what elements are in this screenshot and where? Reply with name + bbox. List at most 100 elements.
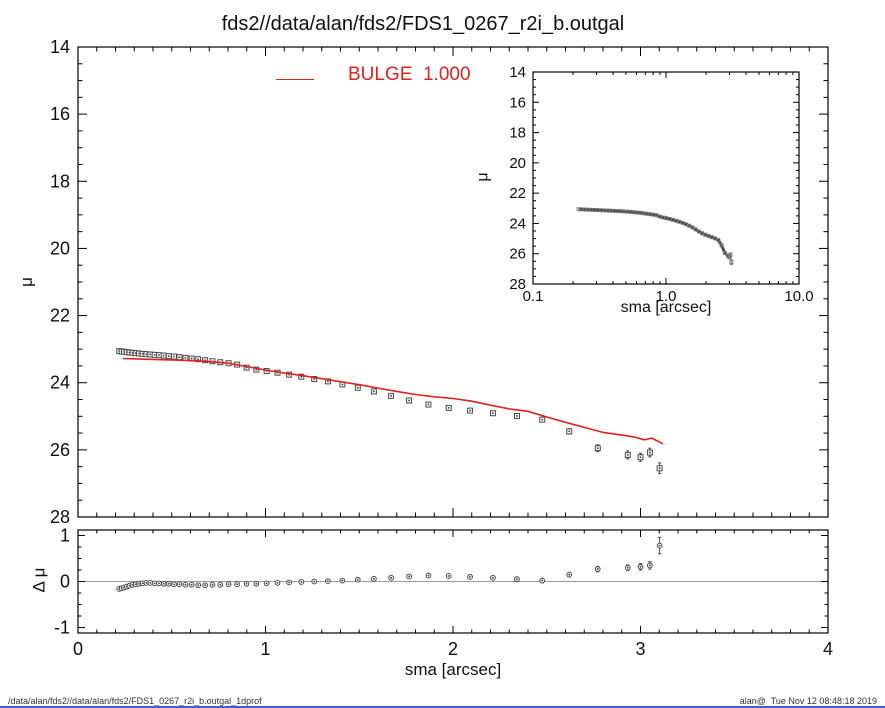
data-point-dot — [390, 576, 393, 579]
data-point-dot — [356, 578, 359, 581]
footer-file-path: /data/alan/fds2//data/alan/fds2/FDS1_026… — [8, 696, 262, 706]
data-point-dot — [658, 467, 661, 470]
data-point-square — [728, 252, 733, 257]
legend-label: BULGE 1.000 — [348, 64, 471, 85]
main-frame — [77, 46, 829, 518]
inset-series-galaxy — [576, 207, 734, 265]
data-point-dot — [648, 451, 651, 454]
inset-y-tick-label: 24 — [509, 215, 526, 232]
data-point-dot — [327, 380, 329, 383]
data-point-dot — [167, 355, 170, 358]
data-point-dot — [447, 575, 450, 577]
data-point-dot — [190, 583, 193, 586]
data-point-dot — [149, 581, 152, 584]
data-point-dot — [596, 447, 599, 450]
main-series-BULGE — [122, 357, 664, 445]
data-point-square — [719, 243, 724, 248]
data-point-square — [690, 225, 695, 230]
data-point-dot — [255, 582, 258, 585]
data-point-dot — [141, 582, 144, 585]
data-point-dot — [427, 574, 430, 577]
data-point-dot — [658, 544, 661, 547]
data-point-dot — [408, 399, 411, 402]
data-point-dot — [288, 581, 291, 584]
residual-y-tick-label: -1 — [54, 617, 70, 637]
main-y-tick-label: 28 — [50, 507, 70, 527]
main-x-axis-title: sma [arcsec] — [404, 660, 502, 679]
data-point-dot — [469, 576, 471, 578]
data-point-dot — [639, 565, 642, 568]
inset-y-axis-title: μ — [474, 172, 492, 182]
data-point-dot — [204, 584, 207, 587]
data-point-dot — [516, 578, 518, 581]
main-y-axis-title: μ — [16, 277, 36, 287]
inset-frame — [532, 71, 800, 285]
data-point-dot — [313, 378, 316, 380]
data-point-dot — [341, 383, 344, 386]
data-point-dot — [447, 406, 450, 409]
plot-title: fds2//data/alan/fds2/FDS1_0267_r2i_b.out… — [221, 13, 625, 35]
data-point-square — [693, 227, 698, 232]
inset-x-tick-label: 10.0 — [784, 288, 813, 305]
data-point-dot — [153, 582, 156, 585]
data-point-dot — [197, 584, 200, 587]
inset-y-tick-label: 20 — [509, 155, 526, 172]
data-point-dot — [427, 403, 430, 406]
residual-x-tick-label: 2 — [448, 639, 458, 659]
data-point-square — [729, 260, 734, 264]
main-y-tick-label: 16 — [50, 104, 70, 124]
residual-y-tick-label: 1 — [60, 526, 70, 546]
data-point-dot — [145, 581, 148, 584]
data-point-square — [716, 238, 721, 243]
data-point-dot — [265, 582, 268, 585]
data-point-dot — [138, 582, 141, 585]
residual-series-data — [116, 536, 663, 592]
data-point-dot — [145, 353, 148, 356]
data-point-dot — [372, 390, 375, 393]
bottom-border-line — [0, 706, 885, 708]
data-point-dot — [327, 580, 329, 582]
data-point-dot — [390, 394, 393, 397]
inset-y-tick-label: 18 — [509, 125, 526, 142]
data-point-dot — [138, 352, 141, 355]
residual-x-tick-label: 3 — [635, 639, 645, 659]
data-point-dot — [276, 581, 279, 584]
series-line — [578, 207, 732, 259]
data-point-dot — [158, 354, 160, 357]
data-point-dot — [300, 581, 303, 583]
data-point-dot — [541, 579, 544, 582]
data-point-dot — [162, 354, 165, 357]
inset-y-tick-label: 22 — [509, 185, 526, 202]
data-point-dot — [162, 582, 165, 585]
main-y-tick-label: 26 — [50, 440, 70, 460]
residual-y-axis-title: Δ μ — [29, 567, 49, 593]
main-plot: 14 16 18 20 22 24 26 28 — [50, 37, 829, 527]
data-point-dot — [372, 577, 375, 580]
residual-x-tick-label: 4 — [823, 639, 833, 659]
data-point-dot — [178, 356, 181, 359]
data-point-dot — [568, 430, 571, 433]
data-point-dot — [153, 353, 156, 356]
data-point-dot — [184, 583, 187, 586]
data-point-dot — [568, 573, 571, 576]
data-point-dot — [134, 583, 137, 586]
data-point-dot — [341, 579, 344, 582]
series-line — [122, 357, 664, 445]
data-point-dot — [227, 583, 230, 586]
inset-y-tick-label: 16 — [509, 94, 526, 111]
data-point-dot — [356, 386, 359, 389]
data-point-dot — [245, 582, 248, 585]
main-y-tick-label: 24 — [50, 373, 70, 393]
main-y-tick-label: 14 — [50, 37, 70, 57]
data-point-square — [722, 251, 727, 255]
data-point-dot — [149, 353, 152, 356]
footer-user-timestamp: alan@ Tue Nov 12 08:48:18 2019 — [739, 696, 877, 706]
data-point-dot — [596, 568, 599, 570]
data-point-dot — [469, 409, 471, 412]
inset-x-tick-label: 1.0 — [656, 288, 677, 305]
data-point-dot — [626, 453, 629, 456]
data-point-dot — [197, 358, 200, 361]
data-point-dot — [541, 418, 544, 421]
